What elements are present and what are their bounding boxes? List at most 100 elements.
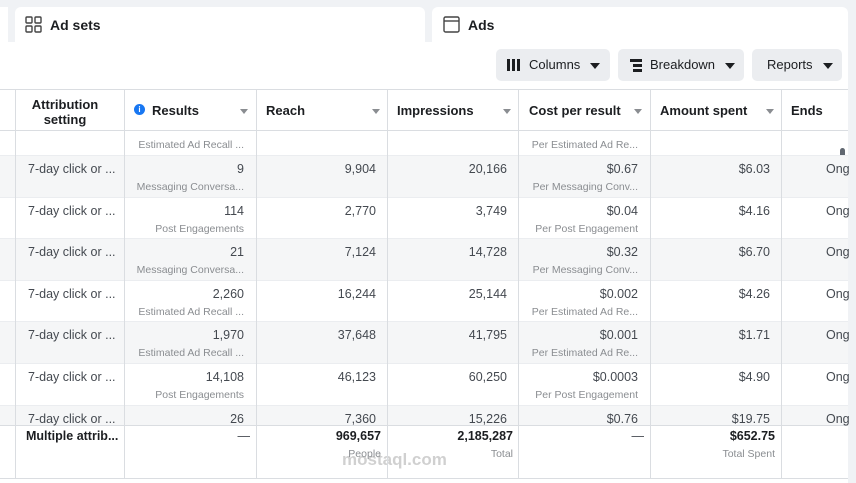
result-label: Estimated Ad Recall ... xyxy=(138,306,244,318)
summary-line xyxy=(0,425,848,426)
results: 14,108 xyxy=(205,370,244,384)
column-divider xyxy=(124,90,125,478)
watermark: mostaql.com xyxy=(342,450,447,469)
info-icon: i xyxy=(134,104,145,115)
summary-results: — xyxy=(237,429,251,443)
reach: 16,244 xyxy=(337,287,376,301)
table-row xyxy=(0,321,848,363)
column-divider xyxy=(15,90,16,478)
impressions: 15,226 xyxy=(468,412,507,426)
ends: Ong xyxy=(826,412,850,426)
header-top-line xyxy=(0,89,848,90)
summary-impressions-label: Total xyxy=(490,448,513,460)
caret xyxy=(822,62,833,69)
cost-per-result: $0.0003 xyxy=(592,370,638,384)
ads-tab[interactable]: Ads xyxy=(432,7,848,43)
ends: Ong xyxy=(826,328,850,342)
label: Reports xyxy=(767,57,813,72)
column-divider xyxy=(518,90,519,478)
summary-impressions: 2,185,287 xyxy=(457,429,513,443)
table-row xyxy=(0,280,848,321)
cost-per-result: $0.001 xyxy=(599,328,638,342)
reports-button[interactable]: Reports xyxy=(752,49,842,81)
impressions: 14,728 xyxy=(468,245,507,259)
columns-button[interactable]: Columns xyxy=(496,49,610,81)
amount-spent: $1.71 xyxy=(738,328,770,342)
result-label: Post Engagements xyxy=(155,389,244,401)
button-label: Breakdown xyxy=(650,49,736,81)
column-header[interactable]: Amount spent xyxy=(660,103,748,118)
column-divider xyxy=(256,90,257,478)
caret xyxy=(725,62,736,69)
button-label: Columns xyxy=(529,49,601,81)
cost-label: Per Estimated Ad Re... xyxy=(531,139,638,151)
sort-caret[interactable] xyxy=(240,109,248,114)
impressions: 41,795 xyxy=(468,328,507,342)
breakdown-button[interactable]: Breakdown xyxy=(618,49,744,81)
reach: 9,904 xyxy=(344,162,376,176)
sort-caret[interactable] xyxy=(766,109,774,114)
table-row xyxy=(0,405,848,425)
bottom-line xyxy=(0,478,848,479)
reach: 7,124 xyxy=(344,245,376,259)
tab-label: Ads xyxy=(468,17,495,33)
result-label: Estimated Ad Recall ... xyxy=(138,139,244,151)
attribution: 7-day click or ... xyxy=(28,245,116,259)
cost-label: Per Estimated Ad Re... xyxy=(531,347,638,359)
result-label: Estimated Ad Recall ... xyxy=(138,347,244,359)
table-row xyxy=(0,238,848,280)
amount-spent: $6.70 xyxy=(738,245,770,259)
column-header[interactable]: Cost per result xyxy=(529,103,621,118)
result-label: Messaging Conversa... xyxy=(136,264,244,276)
column-divider xyxy=(387,90,388,478)
sort-caret[interactable] xyxy=(634,109,642,114)
results: 9 xyxy=(237,162,244,176)
header-bottom-line xyxy=(0,130,848,131)
columns-icon xyxy=(507,59,520,71)
attribution: 7-day click or ... xyxy=(28,162,116,176)
tab-label: Ad sets xyxy=(50,17,101,33)
results: 2,260 xyxy=(212,287,244,301)
breakdown-icon xyxy=(630,59,642,72)
table-row xyxy=(0,155,848,197)
label: Breakdown xyxy=(650,57,716,72)
attribution: 7-day click or ... xyxy=(28,328,116,342)
ad-icon xyxy=(443,16,460,33)
results: 114 xyxy=(224,204,244,218)
column-header[interactable]: Attribution setting xyxy=(31,97,99,127)
impressions: 60,250 xyxy=(468,370,507,384)
column-header[interactable]: Ends xyxy=(791,103,823,118)
amount-spent: $19.75 xyxy=(731,412,770,426)
reach: 7,360 xyxy=(344,412,376,426)
caret xyxy=(590,62,601,69)
sort-caret[interactable] xyxy=(372,109,380,114)
attribution: 7-day click or ... xyxy=(28,204,116,218)
amount-spent: $4.90 xyxy=(738,370,770,384)
cost-per-result: $0.002 xyxy=(599,287,638,301)
result-label: Post Engagements xyxy=(155,223,244,235)
ad-sets-tab[interactable]: Ad sets xyxy=(15,7,425,43)
reach: 37,648 xyxy=(337,328,376,342)
impressions: 25,144 xyxy=(468,287,507,301)
cost-per-result: $0.32 xyxy=(606,245,638,259)
cost-label: Per Messaging Conv... xyxy=(532,264,638,276)
amount-spent: $6.03 xyxy=(738,162,770,176)
cost-label: Per Post Engagement xyxy=(535,389,638,401)
result-label: Messaging Conversa... xyxy=(136,181,244,193)
button-label: Reports xyxy=(767,49,833,81)
column-header[interactable]: Reach xyxy=(266,103,306,118)
grid-icon xyxy=(25,16,42,33)
sort-caret[interactable] xyxy=(503,109,511,114)
column-header[interactable]: Impressions xyxy=(397,103,474,118)
ends: Ong xyxy=(826,287,850,301)
cost-per-result: $0.04 xyxy=(606,204,638,218)
summary-spent-label: Total Spent xyxy=(722,448,775,460)
summary-reach-label: People xyxy=(348,448,381,460)
cost-label: Per Post Engagement xyxy=(535,223,638,235)
summary-reach: 969,657 xyxy=(335,429,381,443)
column-header[interactable]: Results xyxy=(152,103,199,118)
reach: 46,123 xyxy=(337,370,376,384)
cost-label: Per Messaging Conv... xyxy=(532,181,638,193)
ends: Ong xyxy=(826,370,850,384)
